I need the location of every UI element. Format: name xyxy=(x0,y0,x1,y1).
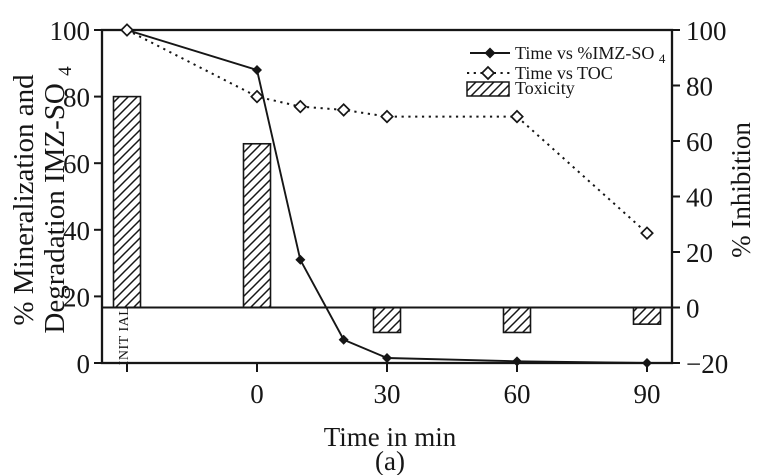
y-right-tick-label: 20 xyxy=(686,238,713,268)
y-left-tick-label: 60 xyxy=(63,149,90,179)
toc-data-point xyxy=(510,109,524,124)
toc-data-point xyxy=(250,89,264,104)
open-diamond-icon xyxy=(480,65,496,81)
line-series xyxy=(120,23,654,368)
filled-diamond-icon xyxy=(484,47,496,59)
y-right-tick-label: 60 xyxy=(686,127,713,157)
legend-label-toxicity: Toxicity xyxy=(515,78,575,98)
imz-data-point xyxy=(382,353,392,364)
imz-data-point xyxy=(642,358,652,368)
y-left-tick-label: 0 xyxy=(77,349,91,379)
y-left-tick-label: 20 xyxy=(63,282,90,312)
x-tick-label: 60 xyxy=(504,379,531,409)
legend-marker-toc-line xyxy=(467,65,510,81)
y-left-tick-label: 80 xyxy=(63,83,90,113)
imz-data-point xyxy=(252,64,262,75)
imz-data-point xyxy=(295,254,306,265)
toxicity-bar xyxy=(372,306,402,334)
y-left-tick-label: 100 xyxy=(50,16,91,46)
y-right-tick-label: −20 xyxy=(686,349,728,379)
hatched-bar-icon xyxy=(466,81,510,97)
y-right-tick-label: 100 xyxy=(686,16,727,46)
x-tick-label: 30 xyxy=(374,379,401,409)
y-right-tick-label: 0 xyxy=(686,294,700,324)
y-right-tick-label: 40 xyxy=(686,183,713,213)
y-left-tick-label: 40 xyxy=(63,216,90,246)
legend-marker-toxicity-swatch xyxy=(466,81,510,97)
toxicity-bars xyxy=(112,95,662,334)
toc-data-point xyxy=(120,23,134,37)
x-tick-label: 90 xyxy=(634,379,661,409)
toxicity-bar xyxy=(502,306,532,334)
y-left-axis-title-line2: Degradation IMZ-SO 4 xyxy=(39,66,76,334)
legend: Time vs %IMZ-SO 4 Time vs TOC Toxicity xyxy=(466,43,666,98)
axes: 0 20 40 60 80 100 −20 0 20 40 60 80 100 0 30 60 90 xyxy=(50,16,729,409)
toc-data-point xyxy=(380,109,394,124)
toc-data-point xyxy=(293,99,308,114)
y-left-axis-title-subscript: 4 xyxy=(55,66,76,76)
y-right-axis-title: % Inhibition xyxy=(726,122,756,258)
toc-data-point xyxy=(336,103,351,117)
legend-label-imz: Time vs %IMZ-SO 4 xyxy=(515,43,666,66)
y-right-tick-label: 80 xyxy=(686,72,713,102)
legend-label-toc: Time vs TOC xyxy=(515,63,613,83)
y-left-axis-title-text: Degradation IMZ-SO xyxy=(39,83,71,333)
x-tick-label: 0 xyxy=(250,379,264,409)
imz-data-point xyxy=(338,334,349,345)
y-left-axis-title-line1: % Mineralization and xyxy=(8,74,40,326)
initial-bar-label: INIT IAL xyxy=(117,307,132,366)
toc-data-point xyxy=(640,226,654,241)
caption-label: (a) xyxy=(375,446,405,475)
toxicity-bar xyxy=(632,306,662,325)
toxicity-bar xyxy=(242,142,272,309)
imz-data-point xyxy=(512,356,522,367)
toxicity-bar xyxy=(112,95,142,309)
legend-marker-imz-line xyxy=(470,47,510,59)
x-axis-title: Time in min xyxy=(324,422,457,452)
